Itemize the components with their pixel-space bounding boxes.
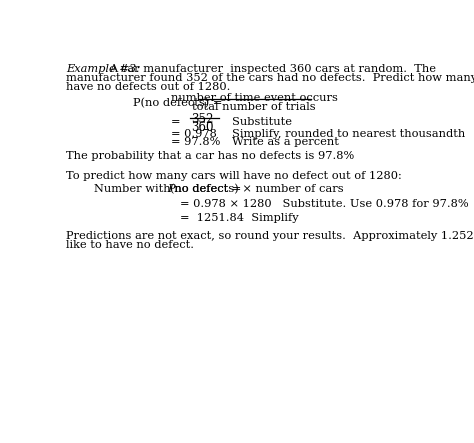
Text: Predictions are not exact, so round your results.  Approximately 1.252 cars are: Predictions are not exact, so round your…	[66, 231, 474, 241]
Text: The probability that a car has no defects is 97.8%: The probability that a car has no defect…	[66, 152, 354, 161]
Text: 352: 352	[191, 113, 214, 126]
Text: manufacturer found 352 of the cars had no defects.  Predict how many cars will: manufacturer found 352 of the cars had n…	[66, 73, 474, 83]
Text: total number of trials: total number of trials	[192, 102, 316, 112]
Text: 360: 360	[191, 121, 214, 134]
Text: =  1251.84  Simplify: = 1251.84 Simplify	[181, 213, 299, 223]
Text: P: P	[167, 184, 175, 194]
Text: To predict how many cars will have no defect out of 1280:: To predict how many cars will have no de…	[66, 171, 401, 180]
Text: number of time event occurs: number of time event occurs	[171, 93, 337, 103]
Text: Simplify, rounded to nearest thousandth: Simplify, rounded to nearest thousandth	[232, 129, 465, 139]
Text: Number with no defect =: Number with no defect =	[94, 184, 245, 194]
Text: = 0.978 × 1280   Substitute. Use 0.978 for 97.8%: = 0.978 × 1280 Substitute. Use 0.978 for…	[181, 199, 469, 209]
Text: =: =	[171, 117, 181, 127]
Text: = 97.8%: = 97.8%	[171, 137, 221, 147]
Text: A car manufacturer  inspected 360 cars at random.  The: A car manufacturer inspected 360 cars at…	[109, 64, 436, 74]
Text: P(no defects) =: P(no defects) =	[133, 98, 222, 109]
Text: = 0.978: = 0.978	[171, 129, 217, 139]
Text: Substitute: Substitute	[232, 117, 292, 127]
Text: Example #3:: Example #3:	[66, 64, 140, 74]
Text: (no defects) × number of cars: (no defects) × number of cars	[170, 184, 344, 194]
Text: have no defects out of 1280.: have no defects out of 1280.	[66, 82, 230, 92]
Text: Write as a percent: Write as a percent	[232, 137, 339, 147]
Text: like to have no defect.: like to have no defect.	[66, 240, 194, 250]
